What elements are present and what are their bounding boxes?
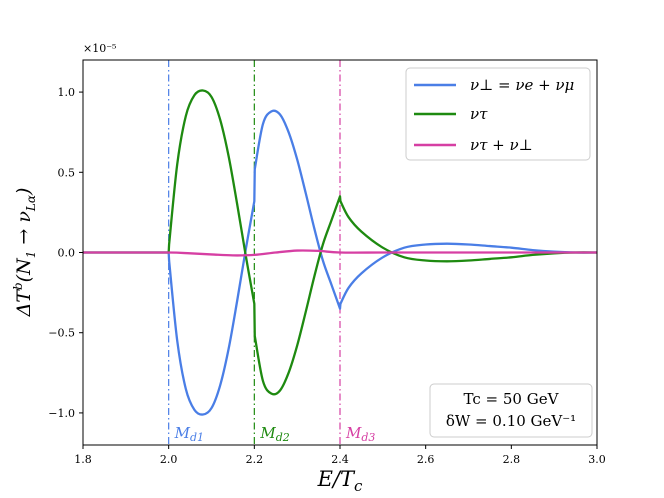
- annotation-tc: Tc = 50 GeV: [464, 390, 560, 408]
- y-tick-label: 0.5: [58, 166, 76, 179]
- legend-label-nu-sum: ντ + ν⊥: [470, 136, 533, 154]
- x-tick-label: 2.2: [246, 453, 264, 466]
- y-tick-label: −1.0: [48, 407, 75, 420]
- x-tick-label: 2.8: [503, 453, 521, 466]
- axis-ticks: 1.8 2.0 2.2 2.4 2.6 2.8 3.0 −1.0 −0.5 0.0 0.5 1.0: [48, 86, 605, 466]
- y-tick-label: 1.0: [58, 86, 76, 99]
- vertical-lines: Md1 Md2 Md3: [168, 60, 375, 445]
- x-tick-label: 2.4: [331, 453, 349, 466]
- series-nu-perp: [83, 109, 598, 416]
- legend-label-nu-tau: ντ: [470, 105, 488, 123]
- y-tick-label: −0.5: [48, 327, 75, 340]
- series-nu-sum: [83, 249, 597, 257]
- mass-label-md3: Md3: [345, 424, 375, 444]
- x-tick-label: 2.6: [417, 453, 435, 466]
- x-tick-label: 2.0: [160, 453, 178, 466]
- series-lines: [83, 89, 598, 416]
- y-tick-label: 0.0: [58, 247, 76, 260]
- plot-frame: [82, 59, 598, 446]
- y-multiplier-label: ×10⁻⁵: [83, 42, 116, 55]
- y-axis-label: ΔTb(N1 → νLα): [11, 188, 38, 318]
- series-nu-tau: [83, 89, 598, 396]
- annotation-box: [429, 383, 593, 438]
- mass-label-md2: Md2: [259, 424, 289, 444]
- legend-box: [405, 67, 591, 161]
- annotation-delta-w: δW = 0.10 GeV⁻¹: [446, 412, 576, 430]
- legend: ν⊥ = νe + νμ ντ ντ + ν⊥: [405, 67, 591, 161]
- x-axis-label: E/Tc: [317, 467, 363, 495]
- x-tick-label: 3.0: [588, 453, 606, 466]
- parameter-annotation: Tc = 50 GeV δW = 0.10 GeV⁻¹: [429, 383, 593, 438]
- mass-label-md1: Md1: [174, 424, 204, 444]
- x-tick-label: 1.8: [74, 453, 92, 466]
- legend-label-nu-perp: ν⊥ = νe + νμ: [470, 76, 574, 94]
